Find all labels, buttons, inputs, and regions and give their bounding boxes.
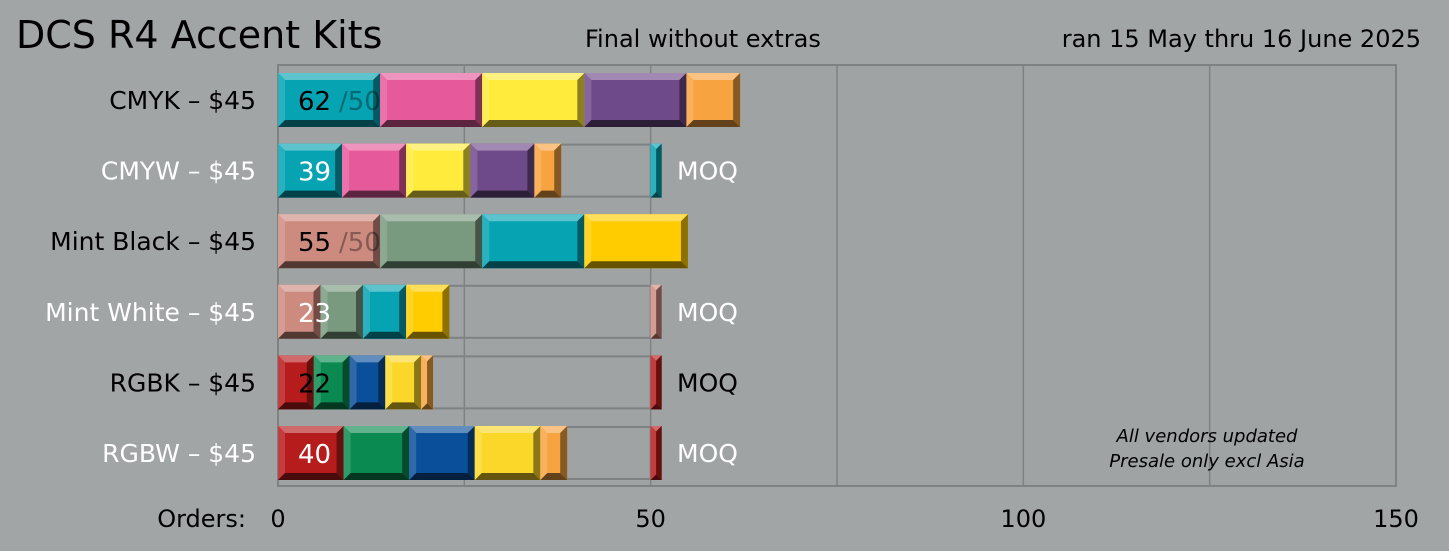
date-range: ran 15 May thru 16 June 2025 [1061,25,1421,53]
bar-segment [278,214,381,269]
data-label: 39 [298,158,331,188]
bar-segment [406,284,450,339]
bar-segment [470,143,535,198]
bar-segment [584,214,688,269]
category-label: Mint Black – $45 [50,227,256,256]
bar-segment [385,355,422,410]
bar-segment [406,143,471,198]
bar-segment [540,426,568,480]
bar-segment [342,143,407,198]
data-label: 23 [298,299,331,329]
category-label: CMYW – $45 [101,157,256,186]
data-label: 22 [298,369,331,399]
bar-segment [278,426,344,480]
moq-marker [650,355,662,410]
x-tick-label: 100 [1000,505,1046,533]
bar-segment [313,355,350,410]
bar-segment [362,284,407,339]
category-label: RGBW – $45 [102,439,256,468]
annotation-text: Presale only excl Asia [1109,451,1304,472]
moq-marker [650,426,662,480]
chart-title: DCS R4 Accent Kits [16,13,383,57]
bar-segment [380,214,483,269]
bar-segment [421,355,434,410]
bar-segment [380,73,483,127]
bar-segment [343,426,410,480]
data-label: 40 [298,440,331,470]
bar-segment [320,284,363,339]
moq-marker [650,143,662,198]
moq-marker [650,284,662,339]
category-label: Mint White – $45 [45,298,256,327]
moq-label: MOQ [677,298,738,327]
bar-segment [686,73,741,127]
bar-segment [584,73,687,127]
x-axis-label: Orders: [157,505,246,533]
moq-label: MOQ [677,368,738,397]
goal-label: /50 [339,87,381,117]
bar-segment [409,426,475,480]
bar-segment [482,73,585,127]
data-label: 62 [298,87,331,117]
data-label: 55 [298,228,331,258]
x-tick-label: 50 [635,505,666,533]
bar-segment [349,355,386,410]
category-label: CMYK – $45 [109,86,256,115]
moq-label: MOQ [677,157,738,186]
chart-subtitle: Final without extras [585,25,821,53]
moq-label: MOQ [677,439,738,468]
bar-segment [482,214,585,269]
annotation-text: All vendors updated [1116,426,1299,447]
bar-segment [534,143,562,198]
goal-label: /50 [339,228,381,258]
x-tick-label: 0 [270,505,285,533]
x-tick-label: 150 [1373,505,1419,533]
category-label: RGBK – $45 [110,368,256,397]
bar-segment [278,284,321,339]
bar-segment [474,426,541,480]
bar-segment [278,143,343,198]
bar-segment [278,355,314,410]
bar-segment [278,73,381,127]
